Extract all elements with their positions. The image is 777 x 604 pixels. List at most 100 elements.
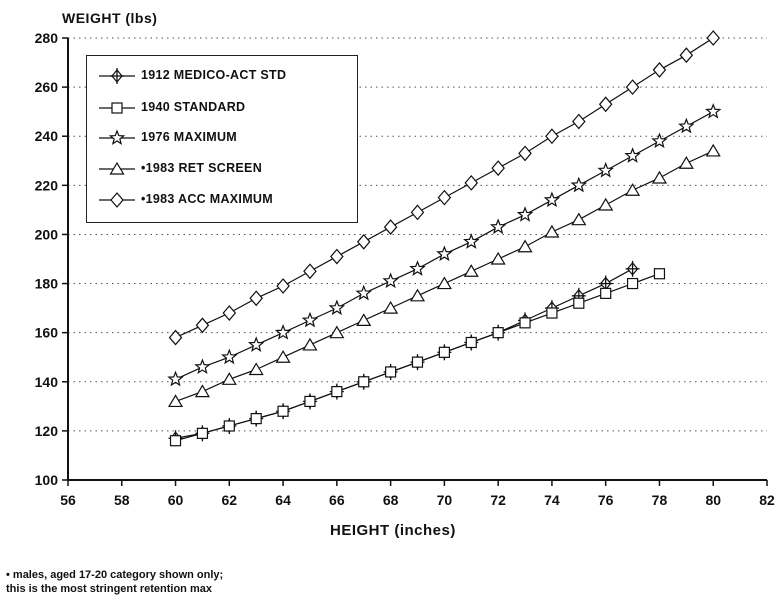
data-point [517,239,533,253]
data-point [383,300,399,314]
legend-item-1940: 1940 STANDARD [97,96,352,120]
data-point [331,386,343,398]
data-point [626,277,639,290]
data-point [491,160,505,177]
legend-marker [110,68,124,84]
data-point [600,287,612,299]
data-point [275,350,291,363]
series-2 [167,103,722,387]
legend-label: 1976 MAXIMUM [141,130,237,144]
legend-label: 1912 MEDICO-ACT STD [141,68,287,82]
y-tick-label: 180 [35,276,59,292]
data-point [328,299,346,316]
series-1 [169,268,666,447]
footnote-line-1: • males, aged 17-20 category shown only; [6,569,224,581]
data-point [221,348,238,365]
legend-marker-plus-diamond-icon [99,68,135,84]
legend-item-1976: 1976 MAXIMUM [97,126,352,150]
y-tick-label: 100 [35,472,59,488]
data-point [274,324,292,340]
series-line [175,268,633,439]
data-point [385,366,397,378]
data-point [437,189,452,206]
series-3 [167,143,721,408]
x-tick-label: 60 [168,492,184,508]
data-point [705,143,721,157]
y-tick-label: 260 [35,79,59,95]
x-tick-label: 66 [329,492,345,508]
data-point [411,356,424,368]
data-point [196,427,209,439]
legend-item-1983-acc: •1983 ACC MAXIMUM [97,188,352,212]
data-point [679,47,694,64]
legend-label: •1983 RET SCREEN [141,161,263,175]
y-tick-label: 220 [35,177,59,193]
x-tick-label: 80 [705,492,721,508]
data-point [573,297,585,309]
data-point [598,96,613,113]
data-point [436,276,452,290]
data-point [167,394,184,408]
data-point [463,233,480,249]
data-point [544,224,560,238]
legend-marker [109,161,125,175]
data-point [169,435,182,447]
data-point [464,174,479,191]
x-axis-label: HEIGHT (inches) [330,522,456,539]
data-point [651,170,668,184]
data-point [653,268,666,280]
data-point [356,233,371,250]
data-point [516,206,534,222]
x-tick-label: 56 [60,492,76,508]
data-point [168,329,183,346]
data-point [301,311,319,328]
y-tick-label: 280 [35,30,59,46]
legend-marker [111,102,123,114]
data-point [194,384,210,398]
legend-marker-square-icon [99,102,135,114]
data-point [463,264,479,277]
data-point [465,336,477,349]
legend-label: 1940 STANDARD [141,100,246,114]
data-point [248,362,264,376]
x-tick-label: 74 [544,492,560,508]
data-point [436,245,453,262]
data-point [518,145,532,162]
legend: 1912 MEDICO-ACT STD 1940 STANDARD 1976 M… [86,55,358,223]
data-point [410,204,425,221]
series-0 [168,260,640,447]
legend-marker [108,129,126,146]
data-point [572,113,586,130]
data-point [545,128,559,145]
data-point [652,62,667,78]
legend-marker-diamond-icon [99,192,135,208]
y-tick-label: 160 [35,325,59,341]
data-point [383,219,398,235]
data-point [276,278,290,294]
data-point [302,337,318,351]
y-tick-label: 200 [35,226,59,242]
data-point [222,305,237,321]
x-tick-label: 62 [222,492,238,508]
x-tick-label: 72 [490,492,506,508]
data-point [355,284,372,301]
data-point [492,327,504,339]
footnote-line-2: this is the most stringent retention max [6,583,212,595]
data-point [543,191,561,208]
data-point [194,358,211,375]
data-point [519,317,531,329]
x-tick-label: 68 [383,492,399,508]
data-point [409,260,426,276]
data-point [704,103,722,119]
legend-label: •1983 ACC MAXIMUM [141,192,273,206]
data-point [625,260,640,277]
legend-item-1912: 1912 MEDICO-ACT STD [97,64,352,88]
data-point [625,79,640,96]
data-point [409,288,426,302]
y-tick-label: 240 [35,128,59,144]
data-point [570,176,588,193]
data-point [304,395,316,408]
data-point [223,420,235,432]
data-point [598,197,614,211]
